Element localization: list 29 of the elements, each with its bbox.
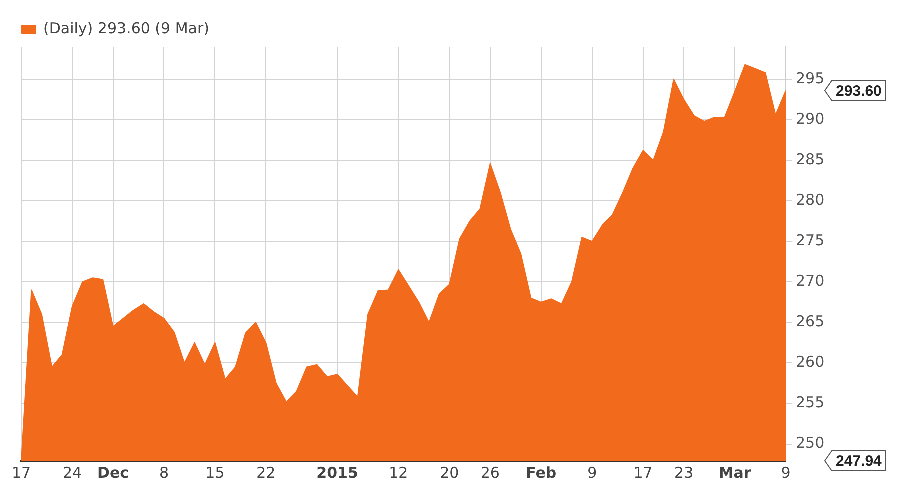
x-tick-label: 17 <box>12 464 32 482</box>
x-tick-label: 9 <box>588 464 598 482</box>
x-tick-label: 20 <box>440 464 460 482</box>
y-tick-label: 290 <box>796 110 825 128</box>
x-tick-label: 9 <box>781 464 791 482</box>
y-tick-label: 255 <box>796 394 825 412</box>
x-tick-label: 8 <box>159 464 170 482</box>
y-tick-label: 265 <box>796 312 825 331</box>
x-tick-label: 23 <box>674 464 694 482</box>
legend-label: (Daily) 293.60 (9 Mar) <box>44 19 210 38</box>
x-tick-label: 24 <box>62 464 82 482</box>
x-tick-label: 2015 <box>316 464 358 482</box>
y-tick-label: 250 <box>796 434 825 452</box>
x-tick-label: Mar <box>718 464 752 482</box>
y-tick-label: 270 <box>796 272 825 290</box>
x-tick-label: 12 <box>389 464 408 482</box>
y-tick-label: 275 <box>796 231 825 250</box>
x-tick-label: 26 <box>480 464 500 482</box>
y-tick-label: 280 <box>796 190 825 209</box>
x-tick-label: 15 <box>206 464 225 482</box>
x-tick-label: Dec <box>98 464 130 482</box>
y-tick-label: 285 <box>796 150 825 168</box>
text: 293.60 <box>836 82 882 100</box>
y-tick-label: 295 <box>796 69 825 88</box>
x-tick-label: Feb <box>526 464 557 482</box>
x-tick-label: 22 <box>256 464 276 482</box>
text: 247.94 <box>836 453 883 470</box>
x-tick-label: 17 <box>634 464 653 482</box>
y-tick-label: 260 <box>796 353 825 372</box>
